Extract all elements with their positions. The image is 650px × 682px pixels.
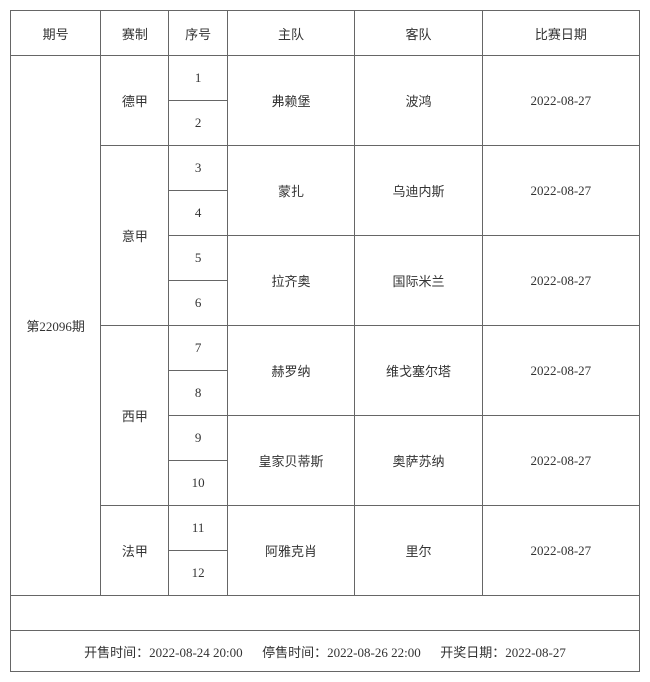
footer-cell: 开售时间：2022-08-24 20:00 停售时间：2022-08-26 22…: [11, 631, 640, 672]
away-cell: 维戈塞尔塔: [355, 326, 482, 416]
date-cell: 2022-08-27: [482, 236, 639, 326]
away-cell: 乌迪内斯: [355, 146, 482, 236]
header-date: 比赛日期: [482, 11, 639, 56]
date-cell: 2022-08-27: [482, 56, 639, 146]
seq-cell: 6: [169, 281, 227, 326]
seq-cell: 11: [169, 506, 227, 551]
home-cell: 阿雅克肖: [227, 506, 354, 596]
footer-row: 开售时间：2022-08-24 20:00 停售时间：2022-08-26 22…: [11, 631, 640, 672]
sale-end-label: 停售时间：: [262, 645, 327, 660]
sale-start-value: 2022-08-24 20:00: [149, 645, 243, 660]
home-cell: 蒙扎: [227, 146, 354, 236]
home-cell: 赫罗纳: [227, 326, 354, 416]
header-home: 主队: [227, 11, 354, 56]
table-row: 意甲 3 蒙扎 乌迪内斯 2022-08-27: [11, 146, 640, 191]
seq-cell: 1: [169, 56, 227, 101]
seq-cell: 3: [169, 146, 227, 191]
league-cell: 法甲: [101, 506, 169, 596]
league-cell: 西甲: [101, 326, 169, 506]
sale-start-label: 开售时间：: [84, 645, 149, 660]
table-row: 法甲 11 阿雅克肖 里尔 2022-08-27: [11, 506, 640, 551]
away-cell: 波鸿: [355, 56, 482, 146]
spacer-cell: [11, 596, 640, 631]
date-cell: 2022-08-27: [482, 506, 639, 596]
header-seq: 序号: [169, 11, 227, 56]
seq-cell: 7: [169, 326, 227, 371]
match-table: 期号 赛制 序号 主队 客队 比赛日期 第22096期 德甲 1 弗赖堡 波鸿 …: [10, 10, 640, 672]
spacer-row: [11, 596, 640, 631]
header-period: 期号: [11, 11, 101, 56]
header-row: 期号 赛制 序号 主队 客队 比赛日期: [11, 11, 640, 56]
home-cell: 拉齐奥: [227, 236, 354, 326]
table-row: 第22096期 德甲 1 弗赖堡 波鸿 2022-08-27: [11, 56, 640, 101]
away-cell: 奥萨苏纳: [355, 416, 482, 506]
away-cell: 国际米兰: [355, 236, 482, 326]
seq-cell: 4: [169, 191, 227, 236]
date-cell: 2022-08-27: [482, 146, 639, 236]
table-row: 西甲 7 赫罗纳 维戈塞尔塔 2022-08-27: [11, 326, 640, 371]
league-cell: 德甲: [101, 56, 169, 146]
home-cell: 弗赖堡: [227, 56, 354, 146]
seq-cell: 9: [169, 416, 227, 461]
period-cell: 第22096期: [11, 56, 101, 596]
sale-end-value: 2022-08-26 22:00: [327, 645, 421, 660]
draw-date-label: 开奖日期：: [440, 645, 505, 660]
seq-cell: 2: [169, 101, 227, 146]
seq-cell: 12: [169, 551, 227, 596]
header-league: 赛制: [101, 11, 169, 56]
home-cell: 皇家贝蒂斯: [227, 416, 354, 506]
league-cell: 意甲: [101, 146, 169, 326]
seq-cell: 5: [169, 236, 227, 281]
away-cell: 里尔: [355, 506, 482, 596]
seq-cell: 8: [169, 371, 227, 416]
date-cell: 2022-08-27: [482, 416, 639, 506]
header-away: 客队: [355, 11, 482, 56]
seq-cell: 10: [169, 461, 227, 506]
date-cell: 2022-08-27: [482, 326, 639, 416]
draw-date-value: 2022-08-27: [505, 645, 566, 660]
